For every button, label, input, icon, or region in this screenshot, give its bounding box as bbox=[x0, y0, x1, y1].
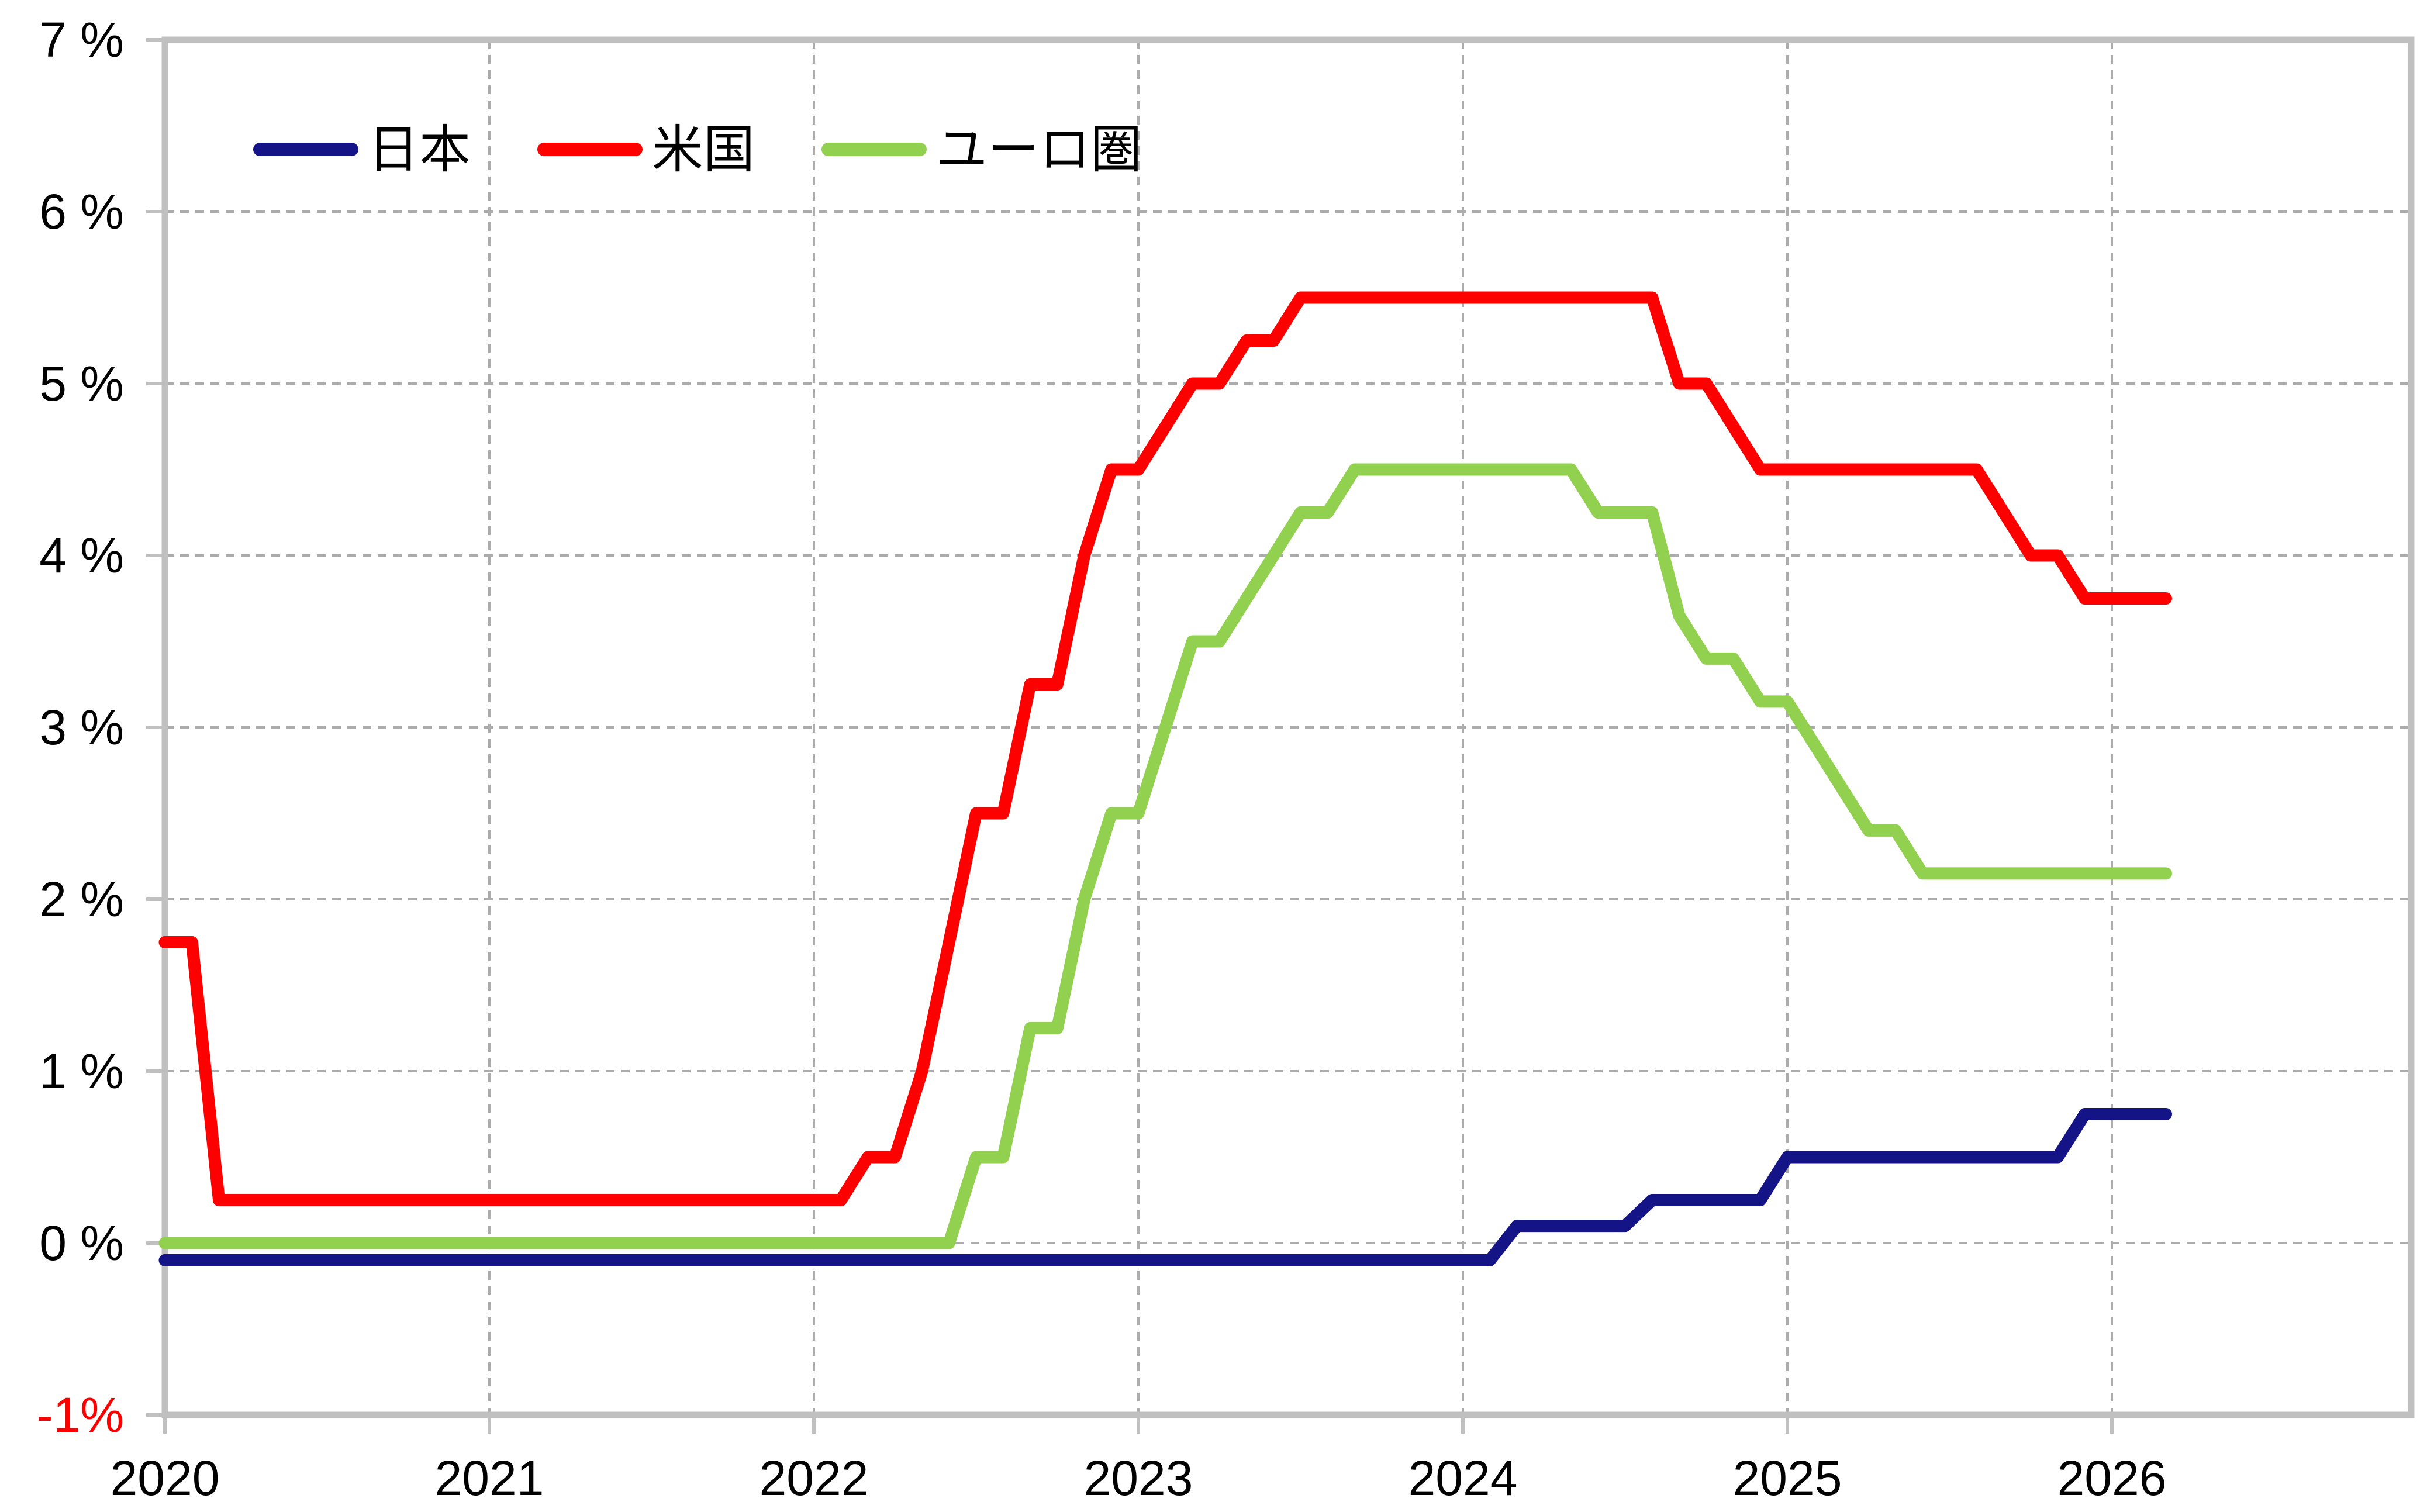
y-axis-label-6: 6 % bbox=[39, 184, 124, 239]
legend-label: 日本 bbox=[368, 120, 471, 178]
y-axis-label--1: -1% bbox=[36, 1387, 124, 1442]
x-axis-label-2023: 2023 bbox=[1083, 1451, 1193, 1506]
y-axis-label-5: 5 % bbox=[39, 356, 124, 411]
legend-swatch-icon bbox=[821, 143, 927, 156]
line-eurozone bbox=[158, 463, 2172, 1249]
legend-swatch-icon bbox=[537, 143, 643, 156]
y-axis-label-4: 4 % bbox=[39, 528, 124, 583]
y-axis-label-1: 1 % bbox=[39, 1044, 124, 1099]
y-axis-label-7: 7 % bbox=[39, 12, 124, 67]
y-axis-label-0: 0 % bbox=[39, 1216, 124, 1271]
x-axis-label-2024: 2024 bbox=[1408, 1451, 1518, 1506]
x-axis-label-2020: 2020 bbox=[110, 1451, 220, 1506]
plot-border-rect bbox=[161, 36, 2415, 1418]
y-axis-label-2: 2 % bbox=[39, 872, 124, 927]
legend-label: 米国 bbox=[652, 120, 755, 178]
legend-item-eurozone: ユーロ圏 bbox=[821, 123, 1142, 177]
legend-swatch-icon bbox=[253, 143, 358, 156]
series-lines bbox=[158, 291, 2172, 1266]
x-axis-label-2025: 2025 bbox=[1732, 1451, 1842, 1506]
x-axis-label-2021: 2021 bbox=[434, 1451, 544, 1506]
x-axis-label-2022: 2022 bbox=[759, 1451, 869, 1506]
legend: 日本 米国 ユーロ圏 bbox=[253, 123, 1142, 177]
legend-item-us: 米国 bbox=[537, 123, 755, 177]
legend-label: ユーロ圏 bbox=[936, 120, 1142, 178]
axis-ticks bbox=[146, 38, 2114, 1434]
y-axis-label-3: 3 % bbox=[39, 700, 124, 755]
line-us bbox=[158, 291, 2172, 1206]
legend-item-japan: 日本 bbox=[253, 123, 471, 177]
plot-border bbox=[161, 36, 2415, 1418]
gridlines bbox=[165, 40, 2411, 1415]
line-japan bbox=[158, 1108, 2172, 1266]
x-axis-label-2026: 2026 bbox=[2057, 1451, 2167, 1506]
